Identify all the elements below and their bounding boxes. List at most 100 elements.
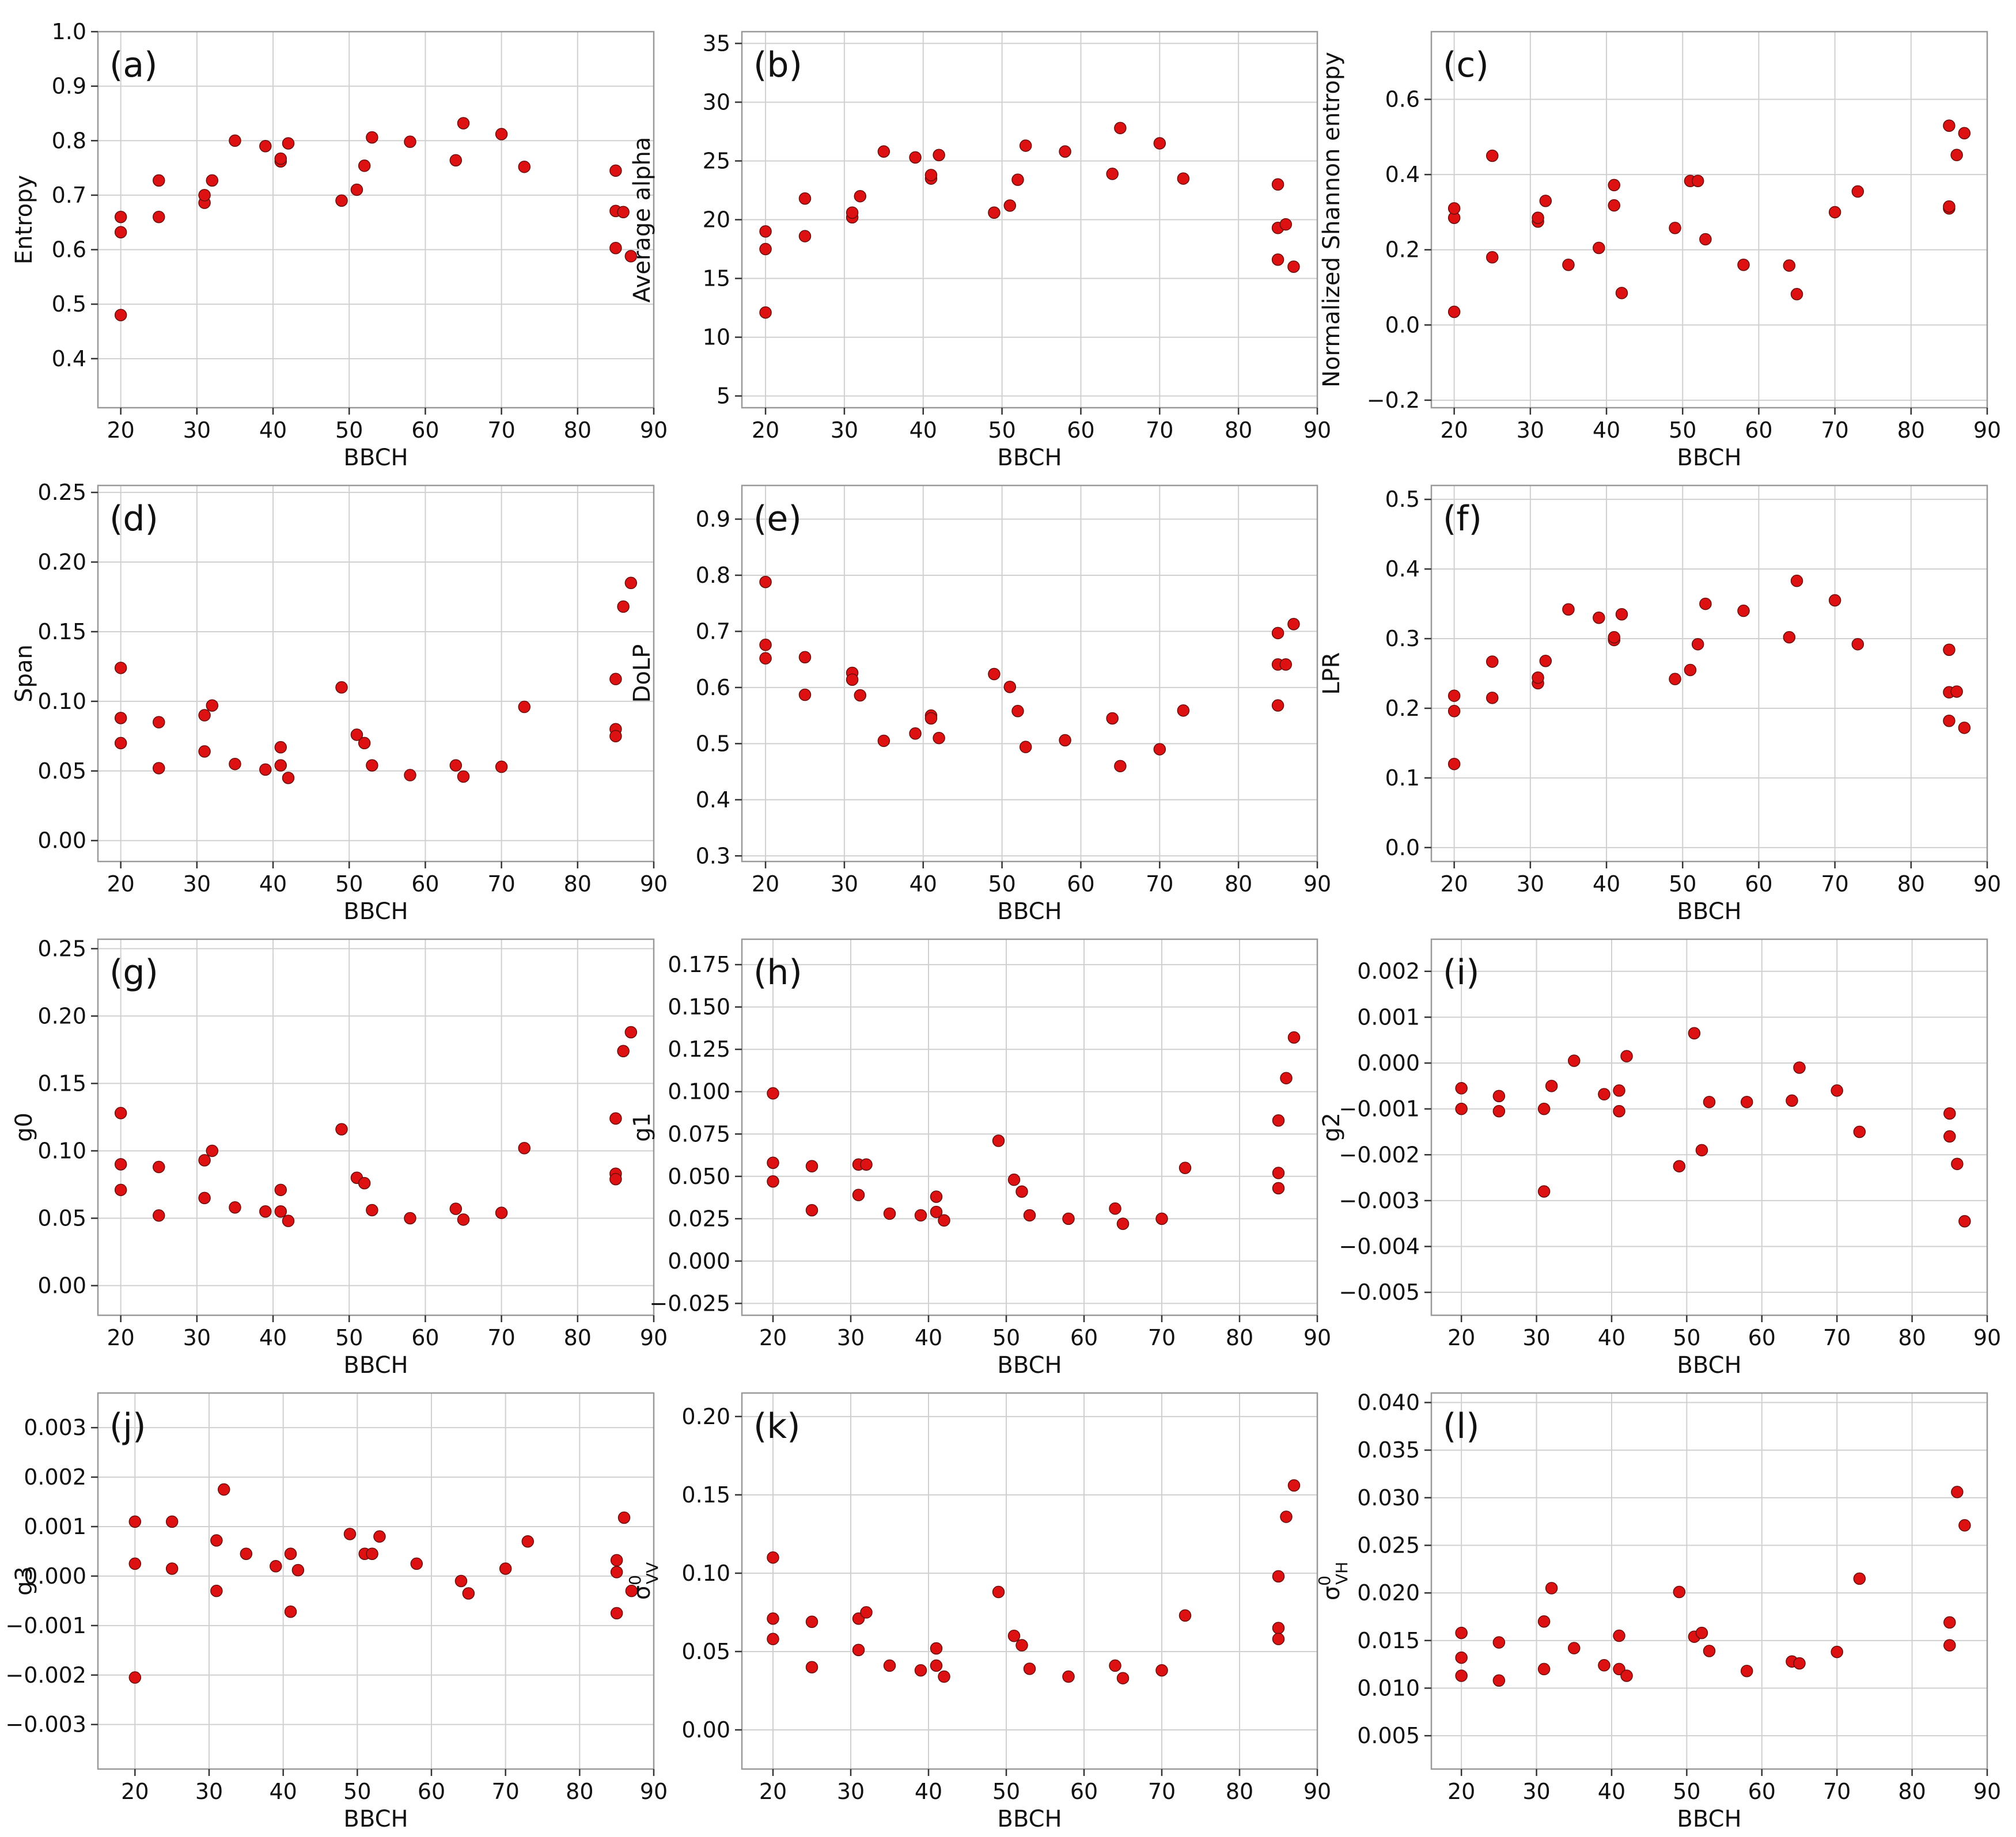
data-point (1177, 704, 1190, 717)
data-point (1272, 1622, 1285, 1634)
data-point (358, 1176, 371, 1190)
y-tick-label: 0.3 (696, 843, 730, 868)
data-point (1106, 712, 1119, 725)
y-tick-label: 1.0 (52, 19, 86, 44)
x-tick-label: 40 (1593, 418, 1620, 443)
y-tick-label: 0.4 (52, 346, 86, 371)
data-point (1568, 1642, 1581, 1654)
data-point (846, 673, 859, 686)
data-point (1532, 671, 1544, 684)
data-point (1447, 202, 1461, 215)
data-point (1851, 185, 1865, 198)
x-axis-label: BBCH (997, 898, 1062, 925)
chart-panel-a: 20 30 40 50 60 70 80 90 0.4 0.5 0.6 0.7 0.8 0.9 1.0 BBC… (11, 19, 668, 471)
data-point (335, 194, 348, 207)
data-point (343, 1528, 357, 1540)
data-point (1943, 1616, 1956, 1629)
data-point (114, 1107, 127, 1119)
axes-frame (97, 31, 655, 409)
data-point (1831, 1084, 1843, 1097)
x-tick-label: 40 (1593, 871, 1620, 897)
x-tick-label: 60 (1748, 1779, 1776, 1804)
data-point (1492, 1105, 1506, 1118)
data-point (198, 189, 211, 202)
x-axis-label: BBCH (1677, 1806, 1741, 1832)
data-point (992, 1134, 1005, 1147)
data-point (1853, 1572, 1866, 1585)
x-tick-label: 30 (183, 1325, 211, 1350)
chart-panel-k: 20 30 40 50 60 70 80 90 0.00 0.05 0.10 0.15 0.20 BBCH… (626, 1392, 1331, 1832)
data-point (217, 1483, 230, 1496)
data-point (1613, 1105, 1625, 1118)
data-point (1279, 658, 1293, 671)
y-tick-label: 0.040 (1357, 1390, 1420, 1415)
data-point (610, 1607, 623, 1620)
data-point (1958, 722, 1971, 734)
data-point (759, 652, 772, 665)
data-point (1613, 1629, 1625, 1642)
data-point (1943, 1639, 1956, 1652)
y-tick-label: −0.002 (5, 1663, 86, 1688)
panel-label: (b) (753, 45, 802, 85)
chart-panel-g: 20 30 40 50 60 70 80 90 0.00 0.05 0.10 0.15 0.20 0.25… (11, 936, 668, 1379)
data-point (114, 737, 127, 750)
y-tick-label: 0.10 (681, 1561, 730, 1586)
y-tick-label: −0.2 (1367, 388, 1420, 413)
data-point (1853, 1125, 1866, 1138)
x-tick-label: 30 (1522, 1779, 1550, 1804)
y-tick-label: 30 (703, 89, 730, 115)
data-point (1116, 1217, 1130, 1230)
y-tick-label: 0.05 (37, 1205, 86, 1231)
x-tick-label: 60 (1745, 871, 1772, 897)
x-tick-label: 80 (1225, 871, 1252, 897)
data-point (198, 745, 211, 758)
y-tick-label: 20 (703, 207, 730, 233)
x-tick-label: 90 (1973, 418, 2001, 443)
y-tick-label: 0.003 (24, 1415, 86, 1440)
x-tick-label: 50 (343, 1779, 371, 1804)
data-point (930, 1659, 943, 1672)
data-point (1691, 174, 1704, 187)
data-point (1114, 760, 1127, 773)
data-point (1783, 631, 1796, 644)
data-point (128, 1515, 142, 1528)
data-point (128, 1557, 142, 1570)
data-point (1669, 222, 1681, 234)
data-point (274, 1183, 287, 1197)
x-tick-label: 70 (1146, 418, 1173, 443)
data-point (1492, 1636, 1506, 1649)
panel-label: (j) (109, 1406, 146, 1447)
y-tick-label: 0.20 (37, 549, 86, 575)
y-tick-label: 0.030 (1357, 1485, 1420, 1510)
panel-label: (h) (753, 952, 802, 993)
data-point (992, 1585, 1005, 1599)
x-tick-label: 80 (1225, 418, 1252, 443)
data-point (1695, 1626, 1708, 1639)
data-point (335, 1123, 348, 1136)
data-point (1272, 1167, 1285, 1179)
data-point (1272, 1182, 1285, 1195)
axes-frame (741, 938, 1318, 1316)
data-point (609, 164, 622, 177)
data-point (1828, 594, 1841, 607)
plot-area (98, 1393, 654, 1769)
data-point (1287, 617, 1300, 631)
data-point (1615, 287, 1628, 299)
data-point (259, 1205, 272, 1218)
data-point (1059, 145, 1071, 158)
data-point (767, 1612, 779, 1625)
data-point (1620, 1050, 1633, 1062)
x-tick-label: 30 (183, 418, 211, 443)
x-tick-label: 40 (915, 1325, 942, 1350)
y-axis-label: LPR (1318, 652, 1345, 694)
y-tick-label: 0.00 (37, 1273, 86, 1299)
data-point (153, 1160, 165, 1174)
y-tick-label: 0.05 (681, 1639, 730, 1664)
data-point (1486, 692, 1499, 704)
x-tick-label: 20 (1440, 418, 1468, 443)
panel-label: (i) (1443, 952, 1480, 993)
data-point (366, 1547, 378, 1560)
plot-area (1431, 485, 1987, 861)
data-point (1673, 1585, 1686, 1599)
